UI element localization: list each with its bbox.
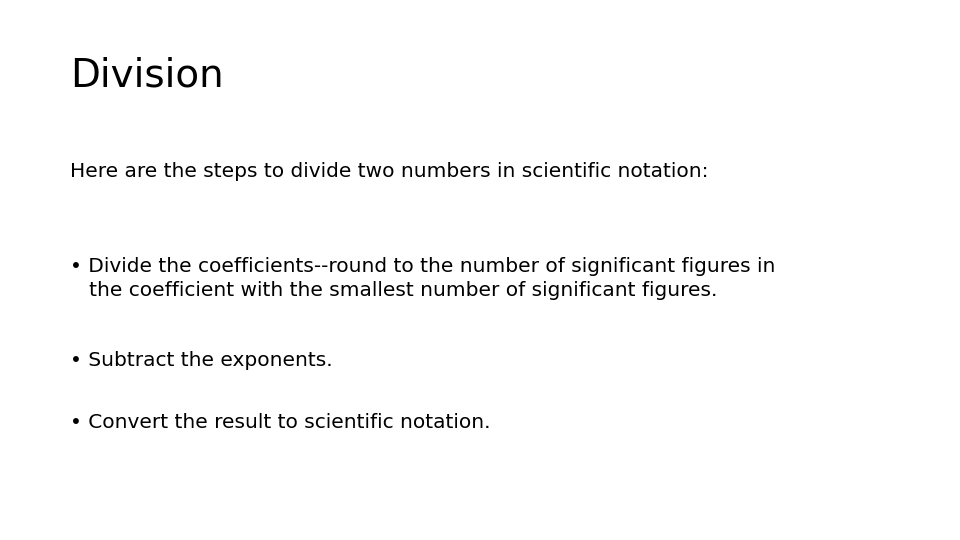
Text: • Subtract the exponents.: • Subtract the exponents.: [70, 351, 333, 370]
Text: Division: Division: [70, 57, 224, 94]
Text: • Convert the result to scientific notation.: • Convert the result to scientific notat…: [70, 413, 491, 432]
Text: Here are the steps to divide two numbers in scientific notation:: Here are the steps to divide two numbers…: [70, 162, 708, 181]
Text: • Divide the coefficients--round to the number of significant figures in
   the : • Divide the coefficients--round to the …: [70, 256, 776, 300]
